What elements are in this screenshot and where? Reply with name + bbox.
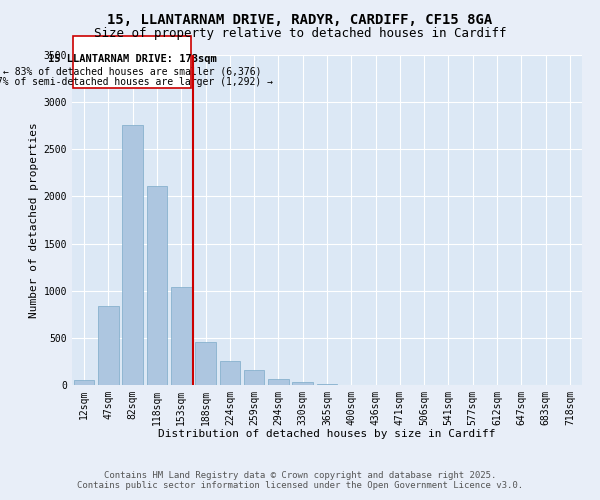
Y-axis label: Number of detached properties: Number of detached properties [29,122,40,318]
Bar [74,380,94,385]
Text: 15, LLANTARNAM DRIVE, RADYR, CARDIFF, CF15 8GA: 15, LLANTARNAM DRIVE, RADYR, CARDIFF, CF… [107,12,493,26]
X-axis label: Distribution of detached houses by size in Cardiff: Distribution of detached houses by size … [158,430,496,440]
Bar [98,306,119,385]
Bar [195,342,216,385]
Bar [171,288,191,385]
Bar [220,362,240,385]
Bar [122,125,143,385]
Bar [268,379,289,385]
FancyBboxPatch shape [73,36,191,88]
Bar [244,370,265,385]
Bar [292,382,313,385]
Text: 15 LLANTARNAM DRIVE: 173sqm: 15 LLANTARNAM DRIVE: 173sqm [48,54,217,64]
Text: Contains HM Land Registry data © Crown copyright and database right 2025.
Contai: Contains HM Land Registry data © Crown c… [77,470,523,490]
Bar [146,186,167,385]
Bar [317,384,337,385]
Text: 17% of semi-detached houses are larger (1,292) →: 17% of semi-detached houses are larger (… [0,78,273,88]
Text: ← 83% of detached houses are smaller (6,376): ← 83% of detached houses are smaller (6,… [3,67,262,77]
Text: Size of property relative to detached houses in Cardiff: Size of property relative to detached ho… [94,28,506,40]
